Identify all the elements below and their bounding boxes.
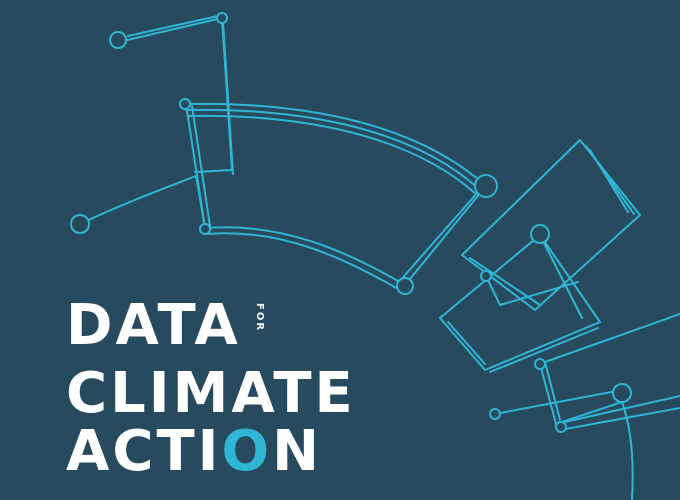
title-action-prefix: ACTI	[66, 419, 222, 484]
trace-left	[79, 175, 197, 225]
node	[396, 277, 414, 295]
node	[70, 214, 90, 234]
title-for: FOR	[254, 303, 265, 333]
node	[489, 408, 501, 420]
rect-lower	[439, 234, 601, 371]
node	[555, 421, 567, 433]
node	[179, 98, 191, 110]
rect-upper	[461, 139, 641, 311]
node	[216, 12, 228, 24]
trace-bottom-right	[539, 363, 680, 425]
node	[534, 358, 546, 370]
node	[474, 174, 498, 198]
node	[480, 270, 492, 282]
title-line-action: ACTION	[66, 424, 322, 480]
title-line-climate: CLIMATE	[66, 361, 356, 426]
arc-band-outer	[185, 102, 487, 187]
title-line-data: DATA	[66, 293, 241, 358]
trace-top-left	[126, 17, 233, 173]
title-action-suffix: N	[272, 419, 322, 484]
node	[109, 31, 127, 49]
node	[612, 383, 632, 403]
arc-band-inner	[204, 226, 406, 286]
node	[530, 224, 550, 244]
node	[199, 223, 211, 235]
title-action-o: O	[221, 419, 273, 484]
